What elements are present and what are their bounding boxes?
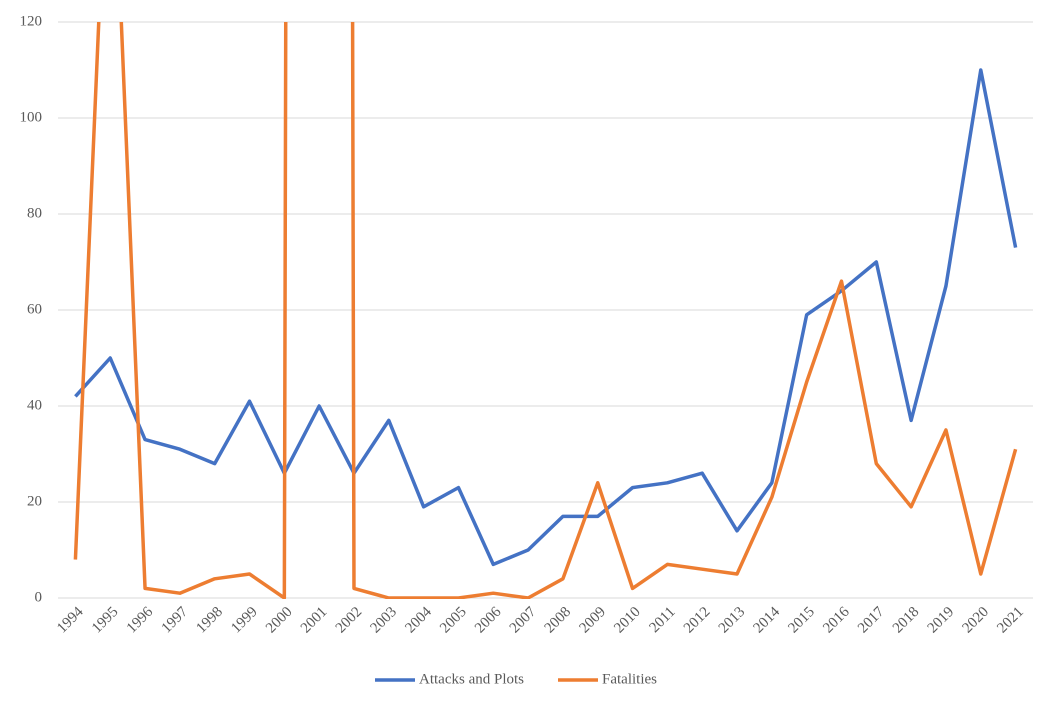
x-tick-label: 2017: [855, 604, 888, 637]
legend: Attacks and Plots Fatalities: [375, 671, 657, 687]
x-tick-label: 2007: [507, 604, 540, 637]
x-tick-label: 1996: [124, 604, 157, 637]
x-tick-label: 1997: [159, 604, 192, 637]
series-line: [74, 68, 1018, 567]
x-tick-label: 2003: [368, 604, 401, 637]
x-tick-label: 2008: [542, 604, 575, 637]
x-tick-label: 2021: [994, 604, 1027, 637]
x-tick-label: 2013: [716, 604, 749, 637]
x-tick-label: 2015: [785, 604, 818, 637]
x-tick-label: 1995: [89, 604, 122, 637]
x-tick-label: 2009: [576, 604, 609, 637]
y-tick-label: 40: [27, 397, 42, 413]
x-tick-label: 2006: [472, 604, 505, 637]
legend-label: Attacks and Plots: [419, 671, 524, 687]
x-tick-label: 2001: [298, 604, 331, 637]
y-tick-label: 120: [20, 13, 43, 29]
x-tick-label: 1999: [228, 604, 261, 637]
x-tick-label: 1998: [193, 604, 226, 637]
legend-label: Fatalities: [602, 671, 657, 687]
y-tick-label: 20: [27, 493, 42, 509]
x-tick-label: 2018: [890, 604, 923, 637]
x-tick-label: 2014: [751, 604, 784, 637]
y-tick-label: 60: [27, 301, 42, 317]
y-tick-label: 80: [27, 205, 42, 221]
x-tick-label: 2004: [402, 604, 435, 637]
x-tick-label: 2002: [333, 604, 366, 637]
y-tick-label: 100: [20, 109, 43, 125]
x-tick-label: 1994: [54, 604, 87, 637]
x-tick-label: 2010: [611, 604, 644, 637]
series-line: [73, 22, 1018, 599]
y-tick-label: 0: [35, 589, 43, 605]
x-tick-label: 2016: [820, 604, 853, 637]
x-tick-label: 2005: [437, 604, 470, 637]
x-tick-label: 2020: [960, 604, 993, 637]
x-tick-label: 2012: [681, 604, 714, 637]
x-tick-label: 2019: [925, 604, 958, 637]
x-tick-label: 2000: [263, 604, 296, 637]
x-tick-label: 2011: [646, 604, 678, 636]
